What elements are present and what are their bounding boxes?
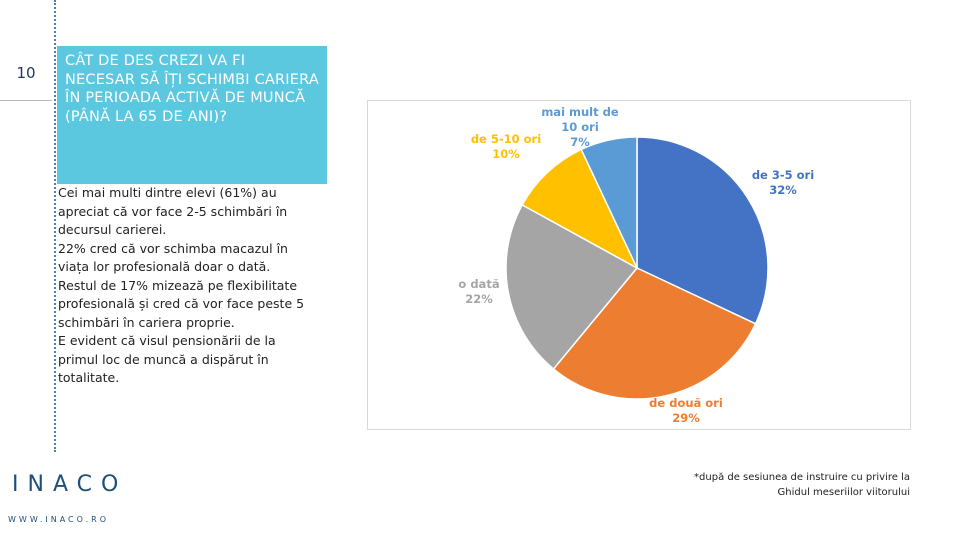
slice-label: de 5-10 ori 10%: [466, 132, 546, 162]
slice-label: mai mult de 10 ori 7%: [535, 105, 625, 150]
logo-url: WWW.INACO.RO: [8, 515, 109, 524]
slice-name: o dată: [458, 277, 500, 291]
paragraph: Cei mai multi dintre elevi (61%) au apre…: [58, 185, 288, 237]
heading: CÂT DE DES CREZI VA FI NECESAR SĂ ÎȚI SC…: [57, 46, 327, 184]
slice-name: de 5-10 ori: [470, 132, 542, 146]
pie-slice: [521, 148, 639, 270]
footnote-line: *după de sesiunea de instruire cu privir…: [694, 472, 910, 483]
pie-slice: [552, 267, 757, 400]
pie-slice: [580, 136, 638, 269]
slice-label: de 3-5 ori 32%: [738, 168, 828, 198]
slice-value: 7%: [570, 135, 590, 149]
paragraph: Restul de 17% mizează pe flexibilitate p…: [58, 277, 305, 330]
divider: [54, 0, 56, 452]
footnote-line: Ghidul meseriilor viitorului: [777, 487, 910, 498]
slice-name: mai mult de 10 ori: [541, 105, 619, 134]
slice-name: de două ori: [649, 396, 723, 410]
slice-label: o dată 22%: [449, 277, 509, 307]
logo: INACO: [12, 472, 128, 497]
pie-slice: [505, 203, 639, 370]
slice-name: de 3-5 ori: [751, 168, 815, 182]
slice-value: 22%: [465, 292, 493, 306]
slice-value: 29%: [672, 411, 700, 425]
chart-frame: [367, 100, 911, 430]
slide-number: 10: [0, 46, 52, 101]
paragraph: 22% cred că vor schimba macazul în viața…: [58, 240, 288, 275]
slice-value: 32%: [769, 183, 797, 197]
paragraph: E evident că visul pensionării de la pri…: [58, 333, 276, 385]
pie-slice: [636, 136, 769, 325]
footnote: *după de sesiunea de instruire cu privir…: [694, 470, 910, 500]
slice-label: de două ori 29%: [641, 396, 731, 426]
body-text: Cei mai multi dintre elevi (61%) au apre…: [58, 184, 316, 388]
slice-value: 10%: [492, 147, 520, 161]
